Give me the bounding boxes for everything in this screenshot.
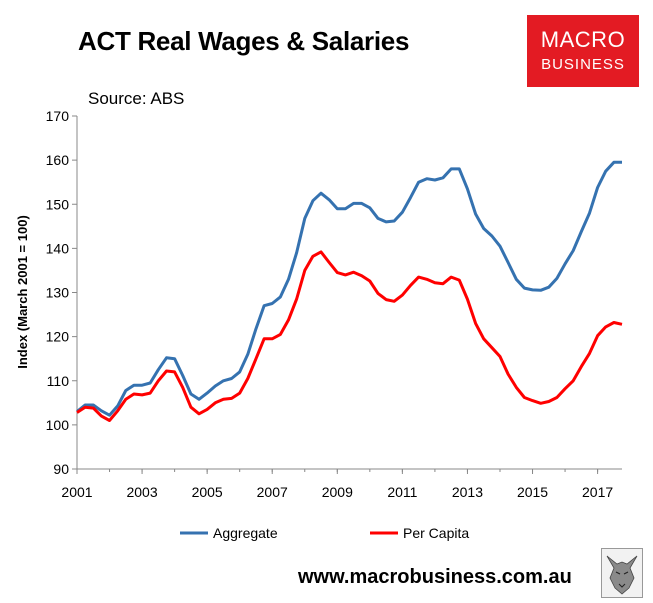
x-tick-label: 2013 <box>452 484 483 500</box>
y-tick-label: 120 <box>46 329 70 345</box>
y-tick-label: 110 <box>47 373 70 389</box>
x-tick-label: 2017 <box>582 484 613 500</box>
x-axis-ticks: 2001 2003 2005 2007 2009 2011 2013 2015 2017 <box>61 469 613 500</box>
y-axis-title: Index (March 2001 = 100) <box>15 215 30 369</box>
logo-line-1: MACRO <box>540 27 626 52</box>
x-tick-label: 2001 <box>61 484 92 500</box>
y-tick-label: 160 <box>46 152 70 168</box>
legend-label-aggregate: Aggregate <box>213 525 278 541</box>
footer-url: www.macrobusiness.com.au <box>298 566 572 588</box>
y-tick-label: 150 <box>46 196 70 212</box>
series-line-aggregate <box>76 160 622 417</box>
legend-label-per-capita: Per Capita <box>403 525 469 541</box>
y-tick-label: 100 <box>46 417 70 433</box>
x-tick-label: 2009 <box>322 484 353 500</box>
x-tick-label: 2011 <box>387 484 417 500</box>
chart-axes <box>76 116 622 470</box>
y-tick-label: 90 <box>53 461 69 477</box>
x-tick-label: 2015 <box>517 484 548 500</box>
chart-title: ACT Real Wages & Salaries <box>78 26 410 56</box>
x-tick-label: 2005 <box>192 484 223 500</box>
series-line-per-capita <box>76 250 623 422</box>
source-label: Source: ABS <box>88 89 185 108</box>
y-tick-label: 140 <box>46 240 70 256</box>
chart-legend: Aggregate Per Capita <box>180 525 469 541</box>
y-axis-ticks: 90 100 110 120 130 140 150 160 170 <box>46 108 77 477</box>
x-tick-label: 2003 <box>126 484 157 500</box>
logo-line-2: BUSINESS <box>541 56 625 73</box>
y-tick-label: 130 <box>46 285 70 301</box>
x-tick-label: 2007 <box>257 484 288 500</box>
series-lines <box>76 160 623 422</box>
y-tick-label: 170 <box>46 108 70 124</box>
wolf-icon <box>601 548 643 598</box>
macrobusiness-logo: MACRO BUSINESS <box>527 15 639 87</box>
